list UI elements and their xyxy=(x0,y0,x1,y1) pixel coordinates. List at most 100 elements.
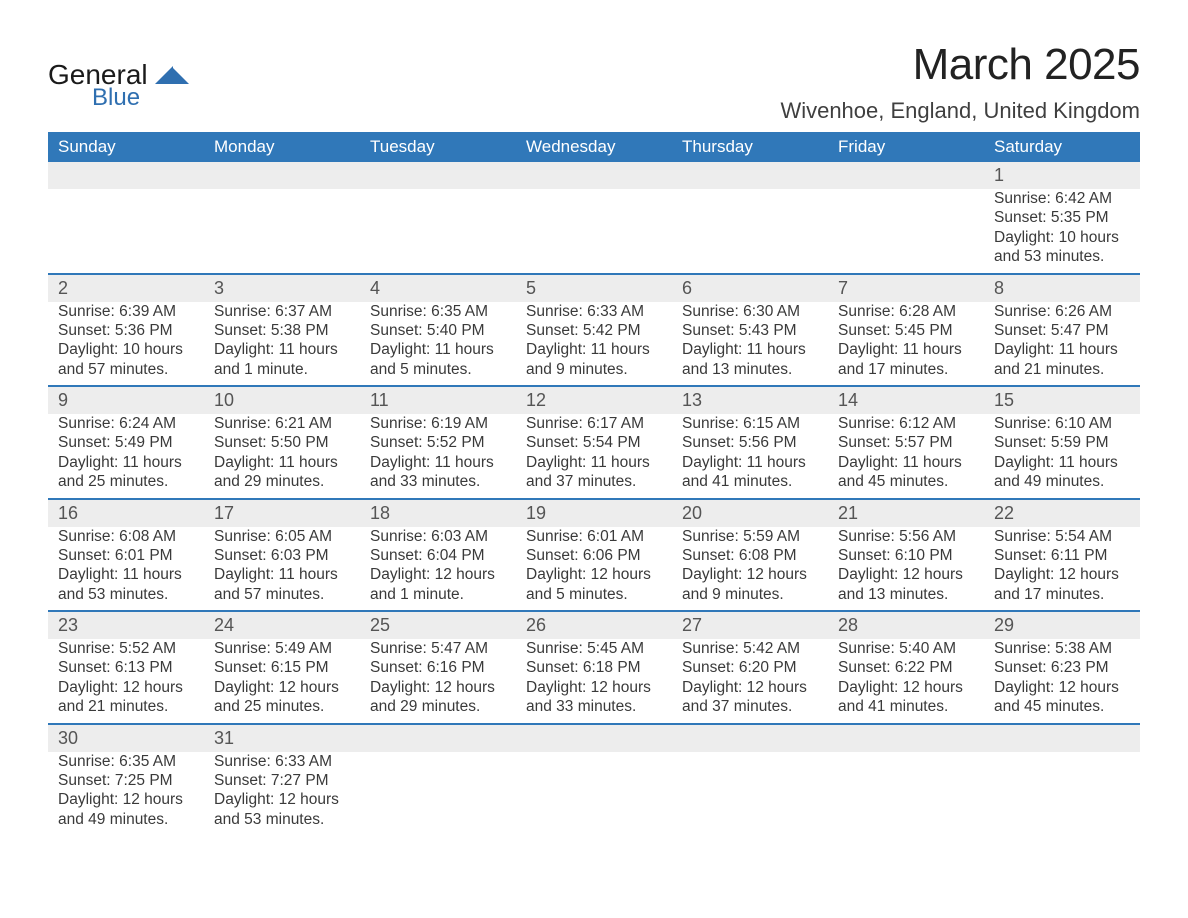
day-number-empty xyxy=(48,162,204,189)
day-number: 22 xyxy=(984,500,1140,527)
day-sunrise: Sunrise: 6:15 AM xyxy=(682,414,818,433)
day-sunrise: Sunrise: 5:59 AM xyxy=(682,527,818,546)
day-sunset: Sunset: 6:10 PM xyxy=(838,546,974,565)
day-number: 27 xyxy=(672,612,828,639)
calendar-head: SundayMondayTuesdayWednesdayThursdayFrid… xyxy=(48,132,1140,162)
day-number: 1 xyxy=(984,162,1140,189)
day-sunset: Sunset: 6:20 PM xyxy=(682,658,818,677)
calendar-cell: 9Sunrise: 6:24 AMSunset: 5:49 PMDaylight… xyxy=(48,386,204,499)
day-daylight: Daylight: 12 hours and 25 minutes. xyxy=(214,678,350,717)
calendar-cell: 13Sunrise: 6:15 AMSunset: 5:56 PMDayligh… xyxy=(672,386,828,499)
day-daylight: Daylight: 12 hours and 9 minutes. xyxy=(682,565,818,604)
day-sunrise: Sunrise: 5:52 AM xyxy=(58,639,194,658)
weekday-header: Monday xyxy=(204,132,360,162)
day-number: 20 xyxy=(672,500,828,527)
brand-text: General Blue xyxy=(48,58,189,109)
day-daylight: Daylight: 11 hours and 21 minutes. xyxy=(994,340,1130,379)
day-number: 30 xyxy=(48,725,204,752)
calendar-week: 16Sunrise: 6:08 AMSunset: 6:01 PMDayligh… xyxy=(48,499,1140,612)
day-sunset: Sunset: 5:35 PM xyxy=(994,208,1130,227)
day-daylight: Daylight: 12 hours and 13 minutes. xyxy=(838,565,974,604)
day-sunset: Sunset: 6:08 PM xyxy=(682,546,818,565)
day-number-empty xyxy=(672,725,828,752)
day-sunset: Sunset: 5:47 PM xyxy=(994,321,1130,340)
day-number: 2 xyxy=(48,275,204,302)
calendar-cell xyxy=(672,162,828,274)
day-sunrise: Sunrise: 5:40 AM xyxy=(838,639,974,658)
day-sunset: Sunset: 6:22 PM xyxy=(838,658,974,677)
day-sunset: Sunset: 6:01 PM xyxy=(58,546,194,565)
month-title: March 2025 xyxy=(780,40,1140,90)
calendar-cell: 21Sunrise: 5:56 AMSunset: 6:10 PMDayligh… xyxy=(828,499,984,612)
day-daylight: Daylight: 11 hours and 41 minutes. xyxy=(682,453,818,492)
day-number: 15 xyxy=(984,387,1140,414)
day-sunrise: Sunrise: 5:45 AM xyxy=(526,639,662,658)
weekday-header: Wednesday xyxy=(516,132,672,162)
calendar-cell: 24Sunrise: 5:49 AMSunset: 6:15 PMDayligh… xyxy=(204,611,360,724)
calendar-cell: 1Sunrise: 6:42 AMSunset: 5:35 PMDaylight… xyxy=(984,162,1140,274)
day-number: 5 xyxy=(516,275,672,302)
day-daylight: Daylight: 11 hours and 29 minutes. xyxy=(214,453,350,492)
calendar-cell: 6Sunrise: 6:30 AMSunset: 5:43 PMDaylight… xyxy=(672,274,828,387)
day-sunrise: Sunrise: 5:56 AM xyxy=(838,527,974,546)
day-sunrise: Sunrise: 6:24 AM xyxy=(58,414,194,433)
day-sunset: Sunset: 5:59 PM xyxy=(994,433,1130,452)
day-number-empty xyxy=(516,725,672,752)
day-sunrise: Sunrise: 6:28 AM xyxy=(838,302,974,321)
calendar-cell: 22Sunrise: 5:54 AMSunset: 6:11 PMDayligh… xyxy=(984,499,1140,612)
day-daylight: Daylight: 12 hours and 33 minutes. xyxy=(526,678,662,717)
day-sunset: Sunset: 5:49 PM xyxy=(58,433,194,452)
calendar-cell: 30Sunrise: 6:35 AMSunset: 7:25 PMDayligh… xyxy=(48,724,204,836)
day-number-empty xyxy=(516,162,672,189)
day-daylight: Daylight: 12 hours and 53 minutes. xyxy=(214,790,350,829)
day-sunrise: Sunrise: 6:33 AM xyxy=(214,752,350,771)
day-number-empty xyxy=(828,725,984,752)
day-number: 19 xyxy=(516,500,672,527)
day-sunrise: Sunrise: 6:05 AM xyxy=(214,527,350,546)
day-daylight: Daylight: 10 hours and 57 minutes. xyxy=(58,340,194,379)
day-number: 21 xyxy=(828,500,984,527)
day-number: 10 xyxy=(204,387,360,414)
day-number: 16 xyxy=(48,500,204,527)
day-daylight: Daylight: 11 hours and 13 minutes. xyxy=(682,340,818,379)
day-sunset: Sunset: 6:11 PM xyxy=(994,546,1130,565)
day-sunset: Sunset: 5:50 PM xyxy=(214,433,350,452)
day-sunset: Sunset: 6:23 PM xyxy=(994,658,1130,677)
day-sunset: Sunset: 5:54 PM xyxy=(526,433,662,452)
day-sunset: Sunset: 6:13 PM xyxy=(58,658,194,677)
day-sunrise: Sunrise: 6:17 AM xyxy=(526,414,662,433)
day-sunset: Sunset: 5:57 PM xyxy=(838,433,974,452)
day-number: 11 xyxy=(360,387,516,414)
day-daylight: Daylight: 12 hours and 29 minutes. xyxy=(370,678,506,717)
day-sunset: Sunset: 6:06 PM xyxy=(526,546,662,565)
location: Wivenhoe, England, United Kingdom xyxy=(780,98,1140,124)
day-daylight: Daylight: 12 hours and 41 minutes. xyxy=(838,678,974,717)
day-number: 24 xyxy=(204,612,360,639)
calendar-cell xyxy=(360,162,516,274)
day-sunrise: Sunrise: 6:30 AM xyxy=(682,302,818,321)
day-number: 9 xyxy=(48,387,204,414)
day-sunrise: Sunrise: 6:08 AM xyxy=(58,527,194,546)
calendar-cell: 16Sunrise: 6:08 AMSunset: 6:01 PMDayligh… xyxy=(48,499,204,612)
day-daylight: Daylight: 11 hours and 17 minutes. xyxy=(838,340,974,379)
calendar-cell: 3Sunrise: 6:37 AMSunset: 5:38 PMDaylight… xyxy=(204,274,360,387)
calendar-table: SundayMondayTuesdayWednesdayThursdayFrid… xyxy=(48,132,1140,835)
weekday-header: Friday xyxy=(828,132,984,162)
day-number: 13 xyxy=(672,387,828,414)
calendar-cell: 8Sunrise: 6:26 AMSunset: 5:47 PMDaylight… xyxy=(984,274,1140,387)
day-sunrise: Sunrise: 6:21 AM xyxy=(214,414,350,433)
day-daylight: Daylight: 12 hours and 17 minutes. xyxy=(994,565,1130,604)
day-number: 23 xyxy=(48,612,204,639)
day-daylight: Daylight: 12 hours and 49 minutes. xyxy=(58,790,194,829)
day-daylight: Daylight: 12 hours and 21 minutes. xyxy=(58,678,194,717)
calendar-week: 9Sunrise: 6:24 AMSunset: 5:49 PM Daylight… xyxy=(48,386,1140,499)
day-sunset: Sunset: 5:42 PM xyxy=(526,321,662,340)
day-number: 18 xyxy=(360,500,516,527)
day-daylight: Daylight: 12 hours and 5 minutes. xyxy=(526,565,662,604)
calendar-cell xyxy=(204,162,360,274)
day-sunset: Sunset: 5:36 PM xyxy=(58,321,194,340)
day-daylight: Daylight: 11 hours and 9 minutes. xyxy=(526,340,662,379)
day-sunset: Sunset: 5:52 PM xyxy=(370,433,506,452)
day-daylight: Daylight: 11 hours and 53 minutes. xyxy=(58,565,194,604)
day-number: 6 xyxy=(672,275,828,302)
